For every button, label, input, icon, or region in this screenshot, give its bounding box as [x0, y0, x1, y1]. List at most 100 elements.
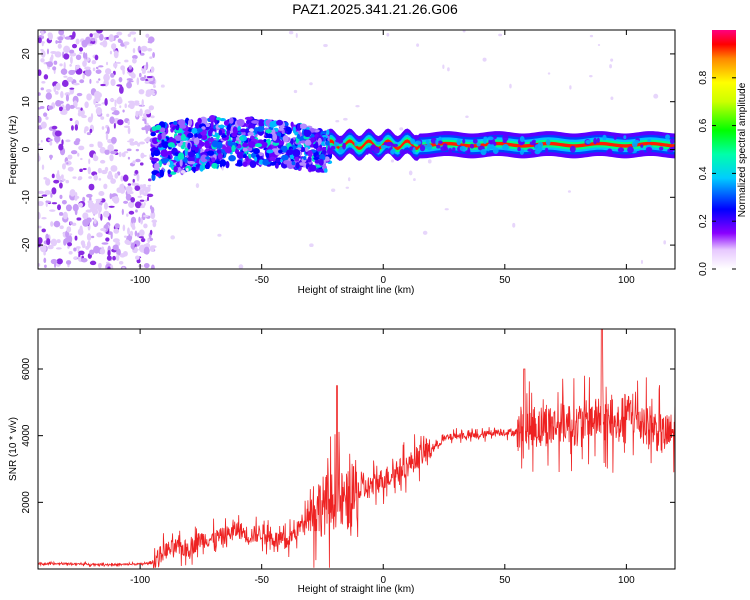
spectrogram-noise-cell — [56, 258, 63, 265]
spectrogram-signal-cell — [266, 149, 274, 154]
spectrogram-signal-cell — [270, 161, 276, 166]
spectrogram-noise-cell — [609, 64, 612, 69]
spectrogram-noise-cell — [124, 59, 129, 63]
spectrogram-noise-cell — [75, 38, 80, 45]
spectrogram-signal-cell — [262, 141, 268, 148]
spectrogram-noise-cell — [101, 126, 105, 130]
spectrogram-signal-cell — [278, 149, 283, 154]
spectrogram-noise-cell — [97, 262, 102, 269]
spectrogram-noise-cell — [110, 73, 115, 78]
spectrogram-noise-cell — [84, 68, 92, 77]
spectrogram-noise-cell — [74, 235, 78, 241]
spectrogram-noise-cell — [248, 128, 254, 132]
spectrogram-noise-cell — [58, 30, 65, 36]
spectrogram-noise-cell — [53, 179, 60, 184]
spectrogram-noise-cell — [151, 219, 158, 224]
spectrogram-signal-cell — [313, 156, 320, 161]
spectrogram-noise-cell — [610, 58, 614, 62]
spectrogram-signal-cell — [282, 135, 289, 143]
spectrogram-signal-cell — [283, 160, 291, 165]
spectrogram-noise-cell — [90, 235, 95, 239]
spectrogram-signal-cell — [459, 145, 467, 152]
colorbar-tick-label: 0.0 — [698, 262, 709, 276]
spectrogram-noise-cell — [43, 74, 49, 80]
spectrogram-noise-cell — [55, 99, 62, 107]
spectrogram-noise-cell — [221, 166, 224, 171]
spectrogram-noise-cell — [67, 242, 73, 247]
spectrogram-signal-cell — [391, 148, 396, 154]
spectrogram-noise-cell — [69, 63, 72, 67]
spectrogram-noise-cell — [86, 233, 92, 241]
spectrogram-noise-cell — [100, 159, 106, 164]
spectrogram-signal-cell — [448, 147, 453, 154]
spectrogram-noise-cell — [46, 48, 50, 55]
spectrogram-noise-cell — [427, 159, 432, 164]
spectrogram-noise-cell — [153, 85, 156, 88]
spectrogram-signal-cell — [426, 143, 433, 151]
spectrogram-noise-cell — [70, 56, 73, 65]
spectrogram-noise-cell — [38, 225, 42, 229]
spectrogram-noise-cell — [119, 183, 125, 190]
spectrogram-noise-cell — [61, 79, 69, 88]
spectrogram-signal-cell — [197, 117, 202, 125]
spectrogram-signal-cell — [617, 147, 625, 153]
x-tick-label: 100 — [618, 575, 635, 586]
spectrogram-signal-cell — [198, 139, 203, 146]
spectrogram-signal-cell — [307, 156, 312, 163]
spectrogram-signal-cell — [613, 135, 617, 140]
spectrogram-noise-cell — [75, 54, 82, 61]
spectrogram-signal-cell — [187, 142, 191, 150]
spectrogram-signal-cell — [307, 149, 313, 158]
spectrogram-signal-cell — [318, 158, 324, 166]
spectrogram-noise-cell — [38, 92, 41, 96]
spectrogram-noise-cell — [69, 87, 75, 90]
spectrogram-noise-cell — [72, 31, 76, 39]
spectrogram-noise-cell — [146, 75, 153, 79]
spectrogram-noise-cell — [50, 221, 54, 227]
spectrogram-noise-cell — [69, 221, 73, 225]
spectrogram-noise-cell — [60, 91, 64, 99]
spectrogram-noise-cell — [137, 232, 140, 238]
spectrogram-signal-cell — [638, 150, 645, 154]
spectrogram-signal-cell — [196, 128, 203, 133]
spectrogram-noise-cell — [84, 101, 89, 109]
spectrogram-signal-cell — [207, 129, 213, 137]
spectrogram-noise-cell — [59, 225, 64, 230]
y-tick-label: 10 — [21, 96, 32, 108]
spectrogram-noise-cell — [82, 72, 85, 80]
spectrogram-noise-cell — [100, 83, 106, 87]
spectrogram-noise-cell — [113, 62, 118, 68]
spectrogram-noise-cell — [114, 99, 117, 108]
spectrogram-noise-cell — [129, 138, 135, 142]
spectrogram-signal-cell — [216, 117, 222, 121]
spectrogram-noise-cell — [144, 109, 151, 115]
spectrogram-signal-cell — [188, 119, 193, 127]
spectrogram-signal-cell — [647, 138, 651, 143]
spectrogram-noise-cell — [110, 178, 116, 184]
spectrogram-noise-cell — [127, 33, 132, 38]
spectrogram-noise-cell — [92, 217, 95, 220]
spectrogram-noise-cell — [144, 119, 147, 125]
spectrogram-noise-cell — [40, 58, 45, 63]
colorbar-label: Normalized spectral amplitude — [737, 82, 748, 217]
spectrogram-noise-cell — [444, 208, 449, 211]
spectrogram-noise-cell — [122, 68, 125, 75]
x-tick-label: -50 — [254, 575, 269, 586]
spectrogram-signal-cell — [385, 142, 393, 147]
spectrogram-signal-cell — [208, 114, 217, 123]
spectrogram-signal-cell — [276, 119, 284, 126]
spectrogram-noise-cell — [66, 162, 69, 165]
spectrogram-signal-cell — [269, 121, 277, 128]
spectrogram-noise-cell — [86, 240, 91, 249]
spectrogram-noise-cell — [122, 250, 128, 257]
spectrogram-signal-cell — [160, 149, 169, 158]
spectrogram-noise-cell — [150, 115, 155, 119]
spectrogram-signal-cell — [194, 146, 199, 153]
spectrogram-signal-cell — [375, 141, 381, 145]
spectrogram-signal-cell — [290, 138, 294, 145]
spectrogram-signal-cell — [326, 147, 333, 155]
spectrogram-noise-cell — [120, 175, 124, 182]
spectrogram-signal-cell — [227, 140, 232, 146]
spectrogram-signal-cell — [179, 124, 187, 129]
spectrogram-noise-cell — [78, 47, 84, 52]
